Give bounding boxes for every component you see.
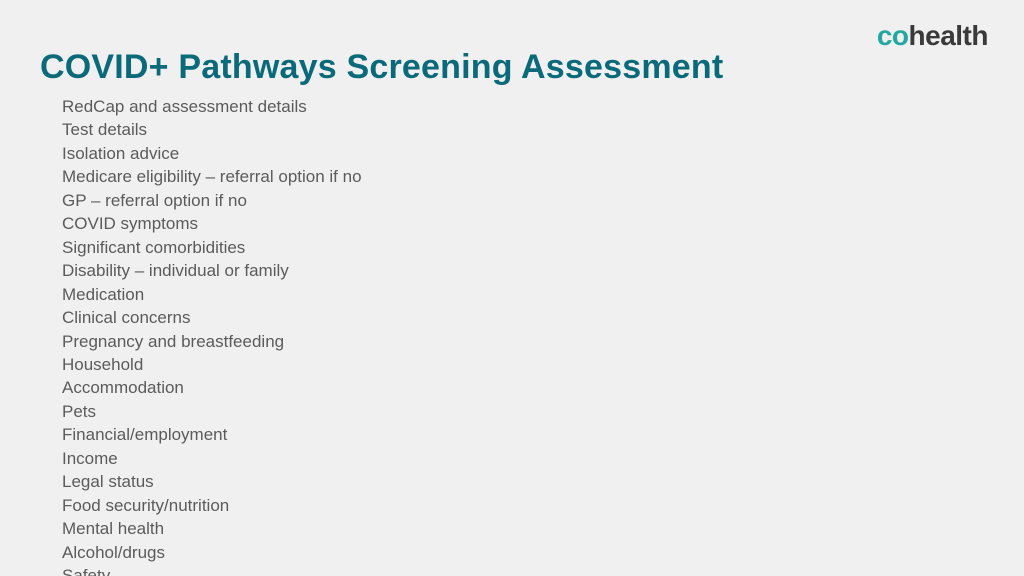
list-item: GP – referral option if no — [62, 189, 984, 212]
list-item: Food security/nutrition — [62, 494, 984, 517]
list-item: Mental health — [62, 517, 984, 540]
logo-co-text: co — [877, 20, 909, 51]
list-item: Pregnancy and breastfeeding — [62, 330, 984, 353]
list-item: Test details — [62, 118, 984, 141]
list-item: Safety — [62, 564, 984, 576]
list-item: Household — [62, 353, 984, 376]
logo-health-text: health — [909, 20, 988, 51]
list-item: Medication — [62, 283, 984, 306]
list-item: RedCap and assessment details — [62, 95, 984, 118]
list-item: Legal status — [62, 470, 984, 493]
slide: cohealth COVID+ Pathways Screening Asses… — [0, 0, 1024, 576]
list-item: Financial/employment — [62, 423, 984, 446]
list-item: COVID symptoms — [62, 212, 984, 235]
list-item: Isolation advice — [62, 142, 984, 165]
page-title: COVID+ Pathways Screening Assessment — [40, 48, 984, 87]
list-item: Medicare eligibility – referral option i… — [62, 165, 984, 188]
list-item: Income — [62, 447, 984, 470]
list-item: Alcohol/drugs — [62, 541, 984, 564]
brand-logo: cohealth — [877, 22, 988, 50]
list-item: Significant comorbidities — [62, 236, 984, 259]
list-item: Disability – individual or family — [62, 259, 984, 282]
list-item: Accommodation — [62, 376, 984, 399]
assessment-item-list: RedCap and assessment details Test detai… — [62, 95, 984, 576]
list-item: Pets — [62, 400, 984, 423]
list-item: Clinical concerns — [62, 306, 984, 329]
